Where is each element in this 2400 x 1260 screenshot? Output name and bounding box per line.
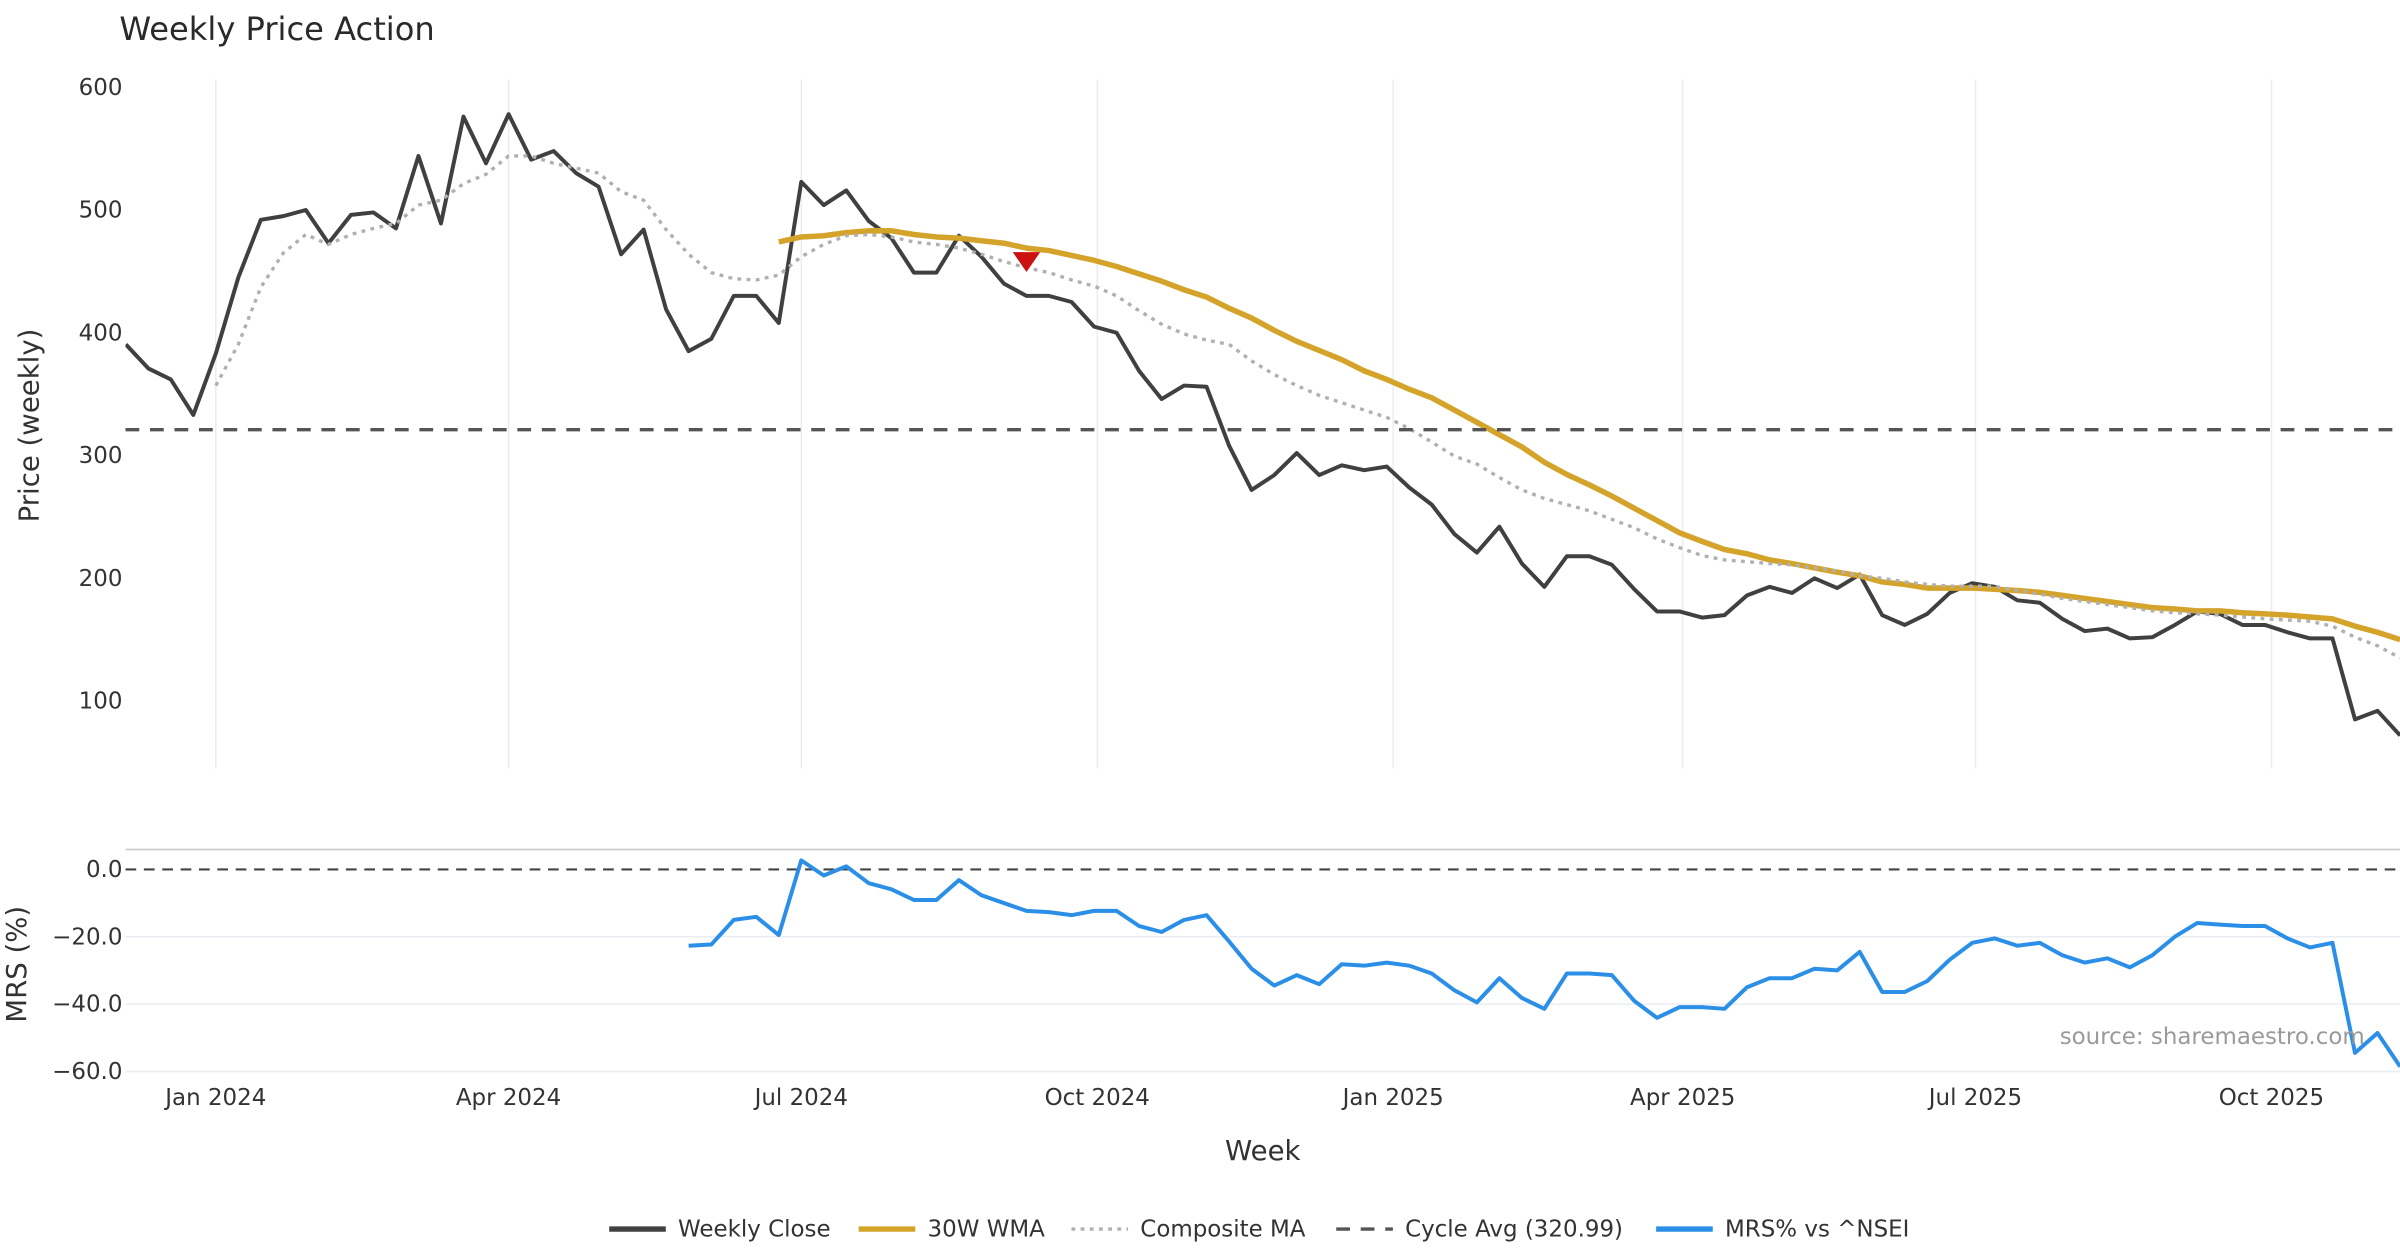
- mrs-vs-nsei-line: [688, 858, 2400, 1068]
- legend-item: Cycle Avg (320.99): [1336, 1217, 1623, 1243]
- legend-item: 30W WMA: [858, 1217, 1046, 1243]
- mrs-y-axis-label: MRS (%): [1, 906, 33, 1023]
- x-tick-label: Jul 2025: [1927, 1085, 2022, 1111]
- x-tick-label: Oct 2025: [2219, 1085, 2324, 1111]
- price-y-tick-label: 500: [79, 198, 123, 224]
- sell-signal-marker: [1012, 252, 1041, 272]
- mrs-y-tick-label: −40.0: [52, 992, 122, 1018]
- x-tick-label: Apr 2024: [456, 1085, 561, 1111]
- legend-label: Composite MA: [1140, 1217, 1305, 1243]
- legend: Weekly Close 30W WMA Composite MA Cycle Avg…: [609, 1217, 1909, 1243]
- mrs-y-ticks: 0.0 −20.0 −40.0 −60.0: [52, 857, 122, 1085]
- composite-ma-line: [214, 154, 2400, 660]
- legend-label: Cycle Avg (320.99): [1405, 1217, 1623, 1243]
- legend-label: 30W WMA: [928, 1217, 1046, 1243]
- x-ticks: Jan 2024 Apr 2024 Jul 2024 Oct 2024 Jan 2025…: [163, 1085, 2324, 1111]
- price-y-tick-label: 600: [79, 75, 123, 101]
- x-tick-label: Oct 2024: [1045, 1085, 1150, 1111]
- source-annotation: source: sharemaestro.com: [2060, 1024, 2365, 1050]
- price-series-group: [125, 112, 2400, 737]
- legend-item: Composite MA: [1071, 1217, 1306, 1243]
- mrs-y-tick-label: 0.0: [86, 857, 122, 883]
- legend-label: Weekly Close: [678, 1217, 831, 1243]
- x-tick-label: Jan 2025: [1341, 1085, 1444, 1111]
- mrs-panel-grid: [125, 935, 2400, 1073]
- chart-title: Weekly Price Action: [119, 10, 434, 48]
- price-y-tick-label: 400: [79, 320, 123, 346]
- price-y-axis-label: Price (weekly): [13, 329, 45, 523]
- x-axis-label: Week: [1225, 1135, 1301, 1167]
- mrs-y-tick-label: −20.0: [52, 924, 122, 950]
- legend-label: MRS% vs ^NSEI: [1725, 1217, 1909, 1243]
- weekly-close-line: [125, 112, 2400, 737]
- price-panel-grid: [215, 79, 2273, 769]
- price-y-tick-label: 200: [79, 566, 123, 592]
- price-y-ticks: 100 200 300 400 500 600: [79, 75, 123, 715]
- mrs-y-tick-label: −60.0: [52, 1059, 122, 1085]
- price-y-tick-label: 100: [79, 689, 123, 715]
- price-y-tick-label: 300: [79, 443, 123, 469]
- 30w-wma-line: [778, 228, 2400, 643]
- mrs-series-group: [125, 858, 2400, 1068]
- x-tick-label: Apr 2025: [1630, 1085, 1735, 1111]
- x-tick-label: Jan 2024: [163, 1085, 266, 1111]
- legend-item: MRS% vs ^NSEI: [1656, 1217, 1909, 1243]
- legend-item: Weekly Close: [609, 1217, 831, 1243]
- x-tick-label: Jul 2024: [753, 1085, 848, 1111]
